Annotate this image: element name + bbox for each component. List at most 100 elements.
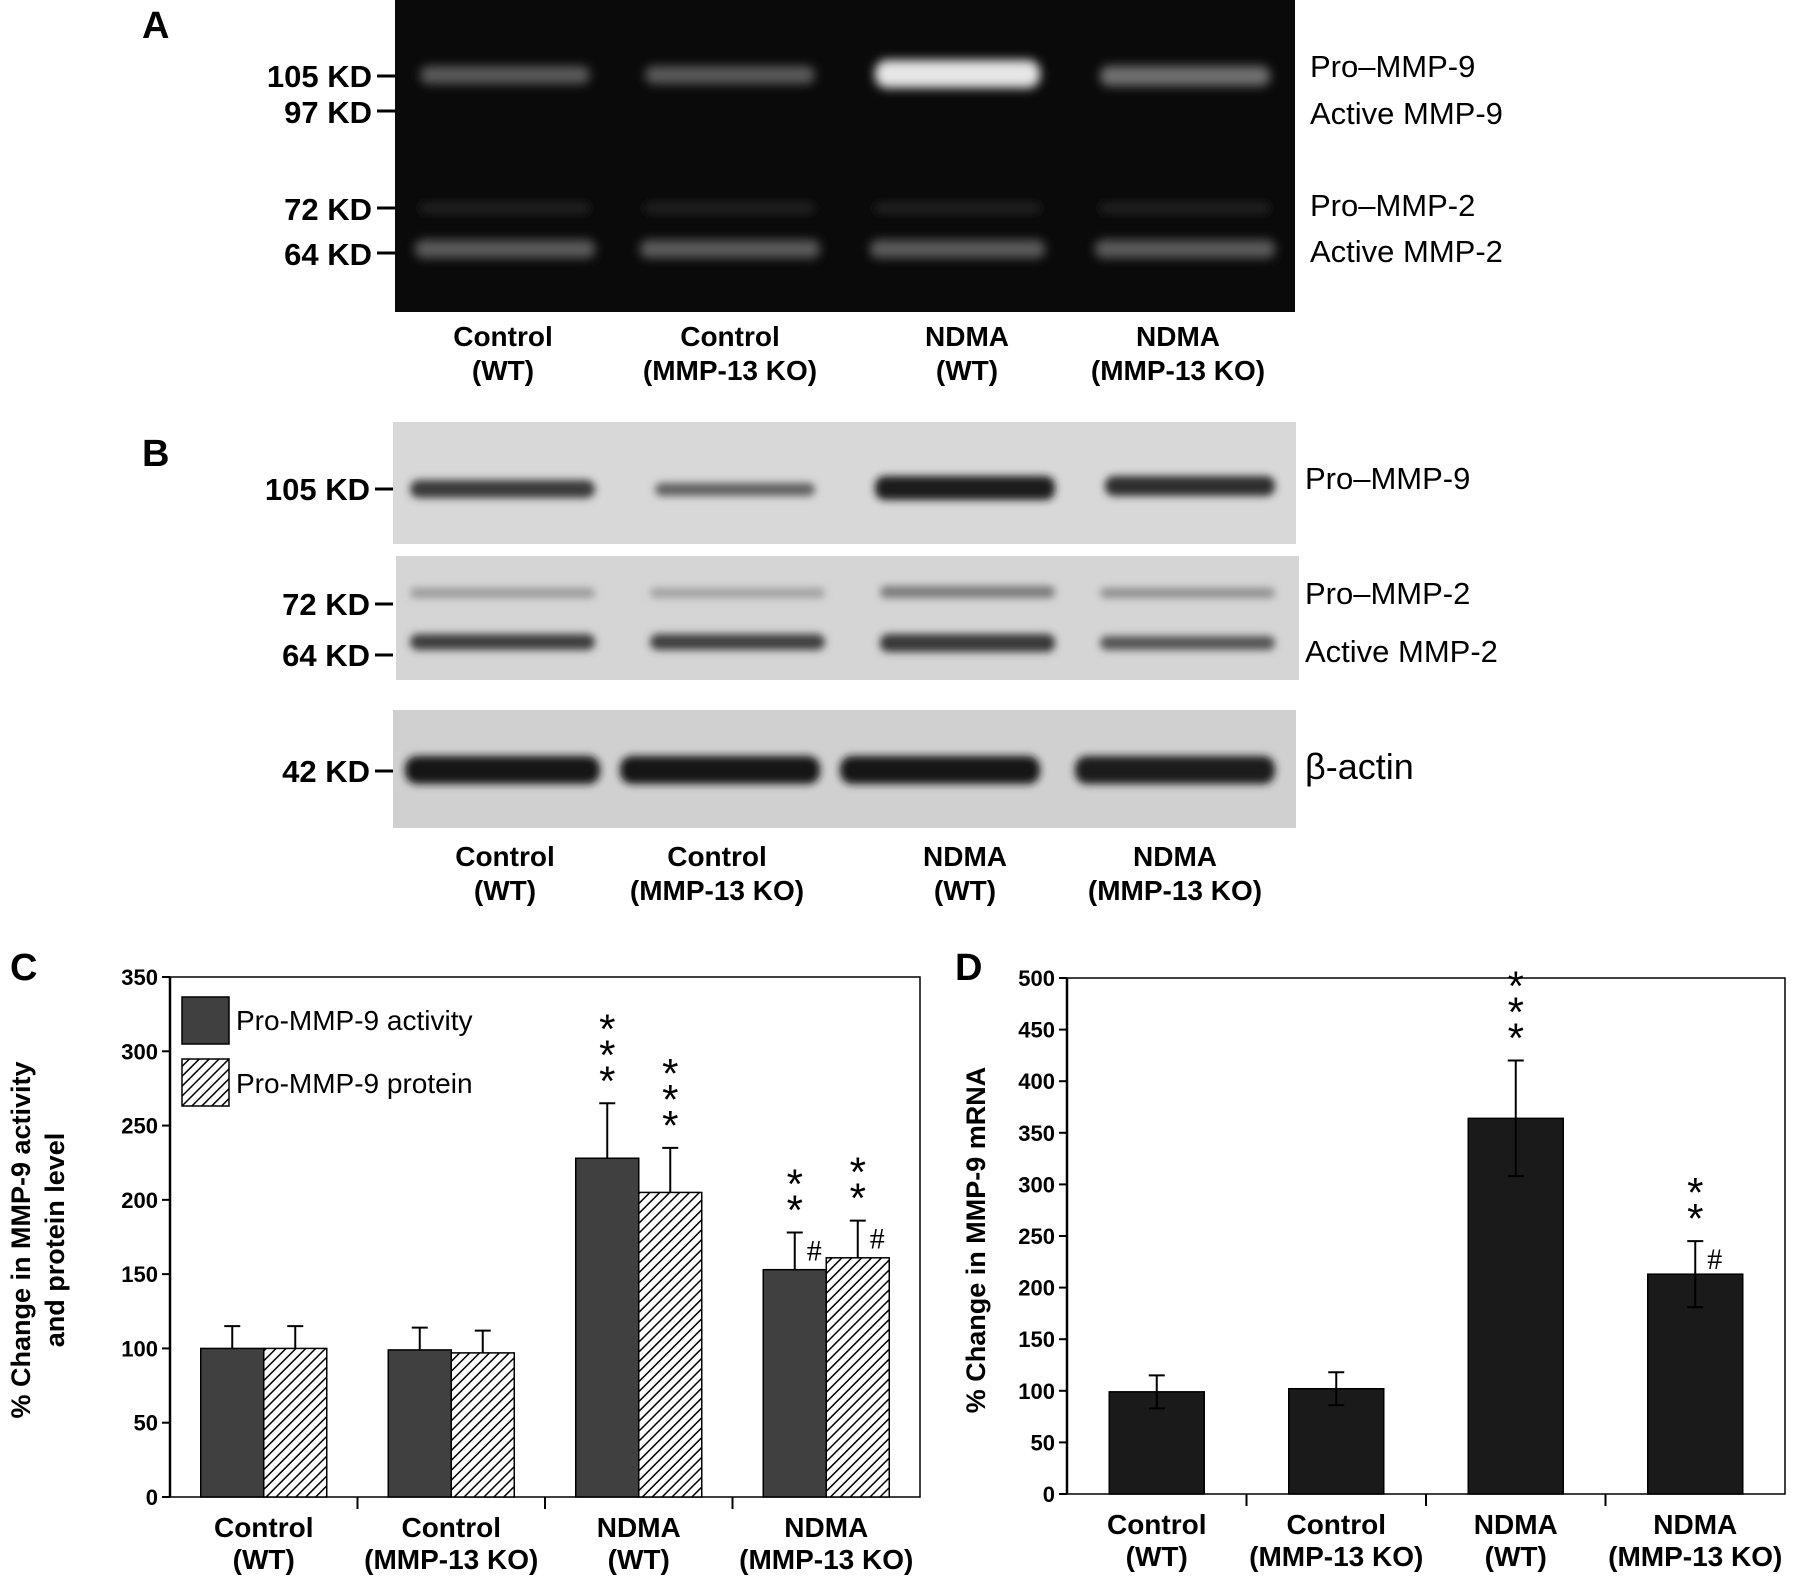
legend-swatch-protein	[181, 1058, 230, 1107]
marker-42kd: 42 KD	[282, 754, 370, 789]
significance-star: *	[1687, 1169, 1703, 1216]
significance-star: *	[662, 1102, 678, 1149]
band-label-pro-mmp2: Pro–MMP-2	[1305, 576, 1470, 611]
blot-band-active-mmp2-lane4	[1100, 636, 1275, 650]
blot-band-pro-mmp2-lane3	[880, 586, 1055, 598]
bar	[450, 1352, 515, 1498]
legend-swatch-activity	[181, 996, 230, 1045]
band-label-active-mmp2: Active MMP-2	[1310, 234, 1503, 269]
y-tick-label: 50	[134, 1411, 158, 1436]
lane-label-line1: NDMA	[925, 321, 1009, 352]
bar	[1467, 1117, 1564, 1495]
significance-star: *	[662, 1050, 678, 1097]
panel-d-letter: D	[955, 947, 982, 989]
y-tick-label: 250	[121, 1114, 158, 1139]
panel-c-letter: C	[10, 947, 37, 989]
category-label-line2: (WT)	[1126, 1541, 1188, 1572]
marker-105kd: 105 KD	[267, 59, 372, 94]
y-axis-label-line2: and protein level	[40, 1133, 70, 1348]
panel-a-gel	[395, 0, 1295, 312]
bar	[825, 1257, 890, 1498]
category-label-line1: NDMA	[784, 1512, 868, 1543]
legend-label-protein: Pro-MMP-9 protein	[236, 1068, 473, 1099]
significance-hash: #	[870, 1223, 885, 1256]
y-tick-label: 200	[121, 1188, 158, 1213]
y-tick-label: 250	[1018, 1224, 1055, 1249]
significance-star: *	[1687, 1195, 1703, 1242]
marker-64kd: 64 KD	[284, 237, 372, 272]
panel-a-bands	[415, 60, 1275, 258]
zymo-band-pro-mmp9-lane1	[420, 66, 590, 84]
category-label-line1: Control	[1286, 1509, 1386, 1540]
lane-label-line1: NDMA	[923, 841, 1007, 872]
category-label-line1: NDMA	[1653, 1509, 1737, 1540]
bar	[638, 1191, 703, 1498]
category-label-line2: (MMP-13 KO)	[364, 1544, 538, 1575]
bar	[263, 1347, 328, 1498]
y-tick-label: 500	[1018, 966, 1055, 991]
band-label-active-mmp2: Active MMP-2	[1305, 634, 1498, 669]
bar	[762, 1268, 827, 1498]
significance-star: *	[1508, 963, 1524, 1010]
y-tick-label: 0	[146, 1485, 158, 1510]
x-axis-labels: Control(WT)Control(MMP-13 KO)NDMA(WT)NDM…	[214, 1497, 913, 1575]
blot-band-pro-mmp9-lane1	[410, 480, 595, 498]
blot-band-pro-mmp9-lane4	[1105, 476, 1275, 496]
significance-star: *	[599, 1057, 615, 1104]
panel-b-bands	[405, 476, 1275, 784]
significance-star: *	[662, 1076, 678, 1123]
marker-105kd: 105 KD	[265, 472, 370, 507]
legend: Pro-MMP-9 activity Pro-MMP-9 protein	[181, 996, 473, 1107]
lane-label-line2: (MMP-13 KO)	[1088, 875, 1262, 906]
lane-label-line1: Control	[680, 321, 780, 352]
blot-band-pro-mmp2-lane2	[650, 588, 825, 598]
category-label-line2: (WT)	[608, 1544, 670, 1575]
band-label-pro-mmp9: Pro–MMP-9	[1310, 49, 1475, 84]
lane-label-line1: Control	[667, 841, 767, 872]
y-tick-label: 0	[1043, 1482, 1055, 1507]
panel-a-lane-labels: Control (WT) Control (MMP-13 KO) NDMA (W…	[453, 321, 1265, 386]
bars: *****#	[1108, 963, 1744, 1495]
category-label-line2: (MMP-13 KO)	[1608, 1541, 1782, 1572]
marker-72kd: 72 KD	[282, 587, 370, 622]
bar	[1108, 1391, 1205, 1495]
marker-64kd: 64 KD	[282, 638, 370, 673]
category-label-line1: Control	[214, 1512, 314, 1543]
zymo-band-pro-mmp9-lane4	[1100, 66, 1270, 86]
lane-label-line2: (MMP-13 KO)	[630, 875, 804, 906]
lane-label-line2: (WT)	[934, 875, 996, 906]
zymo-band-active-mmp2-lane2	[640, 240, 820, 258]
zymo-band-pro-mmp2-lane4	[1100, 204, 1270, 212]
significance-star: *	[787, 1161, 803, 1208]
y-tick-label: 350	[121, 965, 158, 990]
legend-label-activity: Pro-MMP-9 activity	[236, 1005, 472, 1036]
category-label-line2: (WT)	[1485, 1541, 1547, 1572]
significance-star: *	[599, 1031, 615, 1078]
blot-band-active-mmp2-lane1	[410, 634, 595, 650]
panel-b: B 105 KD 72 KD 64 KD	[142, 422, 1498, 906]
y-tick-label: 450	[1018, 1018, 1055, 1043]
zymo-band-active-mmp2-lane4	[1095, 240, 1275, 258]
significance-star: *	[850, 1175, 866, 1222]
bar	[200, 1347, 265, 1498]
bar	[387, 1349, 452, 1498]
blot-band-actin-lane3	[840, 756, 1040, 784]
y-tick-label: 350	[1018, 1121, 1055, 1146]
panel-b-band-labels: Pro–MMP-9 Pro–MMP-2 Active MMP-2 β-actin	[1305, 461, 1498, 787]
x-axis-labels: Control(WT)Control(MMP-13 KO)NDMA(WT)NDM…	[1107, 1494, 1782, 1572]
category-label-line1: NDMA	[1474, 1509, 1558, 1540]
marker-97kd: 97 KD	[284, 95, 372, 130]
category-label-line2: (MMP-13 KO)	[1249, 1541, 1423, 1572]
zymo-band-pro-mmp9-lane2	[645, 66, 815, 84]
y-tick-label: 400	[1018, 1069, 1055, 1094]
y-tick-label: 50	[1031, 1430, 1055, 1455]
bars: *****#*****#	[200, 1005, 890, 1498]
blot-band-active-mmp2-lane2	[650, 634, 825, 650]
panel-b-markers: 105 KD 72 KD 64 KD 42 KD	[265, 472, 393, 789]
band-label-pro-mmp9: Pro–MMP-9	[1305, 461, 1470, 496]
panel-a-letter: A	[142, 5, 169, 47]
y-tick-label: 300	[121, 1039, 158, 1064]
lane-label-line1: NDMA	[1133, 841, 1217, 872]
blot-band-actin-lane1	[405, 756, 600, 784]
